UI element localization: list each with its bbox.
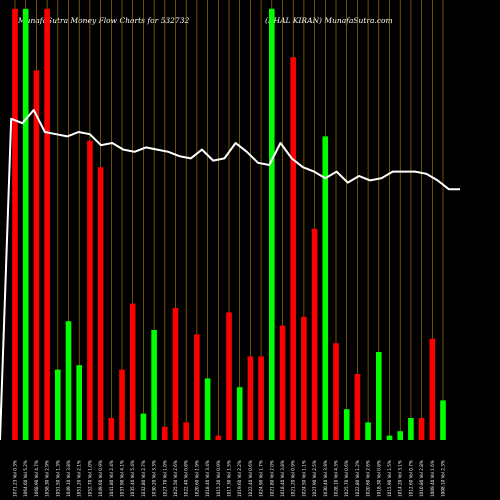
bar <box>408 418 414 440</box>
bar <box>258 356 264 440</box>
bar <box>97 167 104 440</box>
bar <box>386 435 393 440</box>
bar <box>87 140 93 441</box>
bar <box>44 8 50 441</box>
bar <box>365 422 371 440</box>
bar <box>236 387 243 440</box>
chart-title: MunafaSutra Money Flow Charts for 532732 <box>17 16 189 25</box>
bar <box>162 426 168 440</box>
bar <box>215 435 222 440</box>
x-tick-label: 1008.10 Vol 2.3% <box>441 460 446 497</box>
x-tick-label: 1058.30 Vol 2.9% <box>45 460 50 497</box>
x-tick-label: 1025.70 Vol 0.6% <box>344 460 349 497</box>
x-tick-label: 1020.60 Vol 1.9% <box>194 460 199 497</box>
x-tick-label: 1014.20 Vol 3.1% <box>398 460 403 497</box>
x-tick-label: 1037.90 Vol 4.1% <box>120 460 125 497</box>
x-tick-label: 1022.40 Vol 0.6% <box>248 460 253 497</box>
x-tick-label: 1027.90 Vol 2.5% <box>312 460 317 497</box>
x-tick-label: 1022.80 Vol 1.2% <box>355 460 360 497</box>
bar <box>354 374 361 440</box>
x-tick-label: 1049.60 Vol 0.9% <box>98 460 103 497</box>
bar <box>301 316 307 440</box>
x-tick-label: 1018.40 Vol 3.4% <box>205 460 210 497</box>
x-tick-label: 1052.70 Vol 1.0% <box>87 460 92 497</box>
x-tick-label: 1015.20 Vol 0.9% <box>216 460 221 497</box>
x-tick-label: 1024.90 Vol 1.7% <box>259 460 264 497</box>
bar <box>33 70 40 441</box>
x-tick-label: 1024.50 Vol 1.1% <box>301 460 306 497</box>
bar <box>269 8 275 441</box>
bar <box>194 334 200 440</box>
x-tick-label: 1071.23 Vol 0.3% <box>13 460 18 497</box>
bar <box>76 365 82 440</box>
x-tick-label: 1068.90 Vol 4.7% <box>34 460 39 497</box>
x-tick-label: 1028.10 Vol 4.3% <box>334 460 339 497</box>
x-tick-label: 1021.80 Vol 2.0% <box>269 460 274 497</box>
x-tick-label: 1018.40 Vol 3.8% <box>280 460 285 497</box>
bar <box>12 8 18 441</box>
x-tick-label: 1017.30 Vol 1.5% <box>227 460 232 497</box>
x-tick-label: 1019.60 Vol 2.2% <box>237 460 242 497</box>
chart-subtitle: (KHAL KIRAN) MunafaSutra.com <box>265 16 393 25</box>
x-tick-label: 1018.30 Vol 0.8% <box>376 460 381 497</box>
x-tick-label: 1032.80 Vol 2.7% <box>141 460 146 497</box>
x-tick-label: 1049.10 Vol 3.8% <box>66 460 71 497</box>
bar <box>204 378 211 440</box>
bar <box>172 308 179 440</box>
bar <box>290 57 296 440</box>
bar <box>65 321 72 440</box>
x-tick-label: 1064.60 Vol 5.2% <box>23 460 28 497</box>
bar-series <box>12 8 446 441</box>
x-tick-label: 1027.70 Vol 1.0% <box>162 460 167 497</box>
x-tick-label: 1030.20 Vol 3.3% <box>152 460 157 497</box>
x-tick-label: 1010.80 Vol 2.8% <box>419 460 424 497</box>
x-axis-tick-labels: 1071.23 Vol 0.3% 1064.60 Vol 5.2% 1068.90 … <box>13 460 446 497</box>
bar <box>140 413 147 440</box>
x-tick-label: 1051.20 Vol 2.1% <box>77 460 82 497</box>
bar <box>429 338 436 440</box>
x-tick-label: 1012.60 Vol 0.7% <box>408 460 413 497</box>
bar <box>183 422 189 440</box>
x-tick-label: 1020.60 Vol 2.6% <box>366 460 371 497</box>
price-line <box>0 109 460 441</box>
x-tick-label: 1041.80 Vol 2.4% <box>109 460 114 497</box>
bar <box>151 330 157 440</box>
bar <box>322 136 329 440</box>
x-tick-label: 1009.40 Vol 1.6% <box>430 460 435 497</box>
bar <box>55 369 61 440</box>
bar <box>397 431 403 440</box>
bar <box>333 343 339 440</box>
bar <box>226 312 232 440</box>
bar <box>129 303 136 440</box>
x-tick-label: 1022.40 Vol 0.8% <box>184 460 189 497</box>
bar <box>376 352 382 440</box>
bar <box>22 8 29 441</box>
bar <box>108 418 115 440</box>
x-tick-label: 1035.40 Vol 5.4% <box>130 460 135 497</box>
price-line-path <box>0 109 460 441</box>
bar <box>440 400 446 440</box>
bar <box>418 418 425 440</box>
bar <box>343 409 350 440</box>
x-tick-label: 1030.40 Vol 3.9% <box>323 460 328 497</box>
bar <box>247 356 254 440</box>
bar <box>311 228 318 440</box>
x-tick-label: 1015.90 Vol 1.5% <box>387 460 392 497</box>
x-tick-label: 1021.20 Vol 0.9% <box>291 460 296 497</box>
bar <box>119 369 125 440</box>
x-tick-label: 1025.50 Vol 2.6% <box>173 460 178 497</box>
x-tick-label: 1051.50 Vol 1.3% <box>55 460 60 497</box>
bar <box>279 325 286 440</box>
